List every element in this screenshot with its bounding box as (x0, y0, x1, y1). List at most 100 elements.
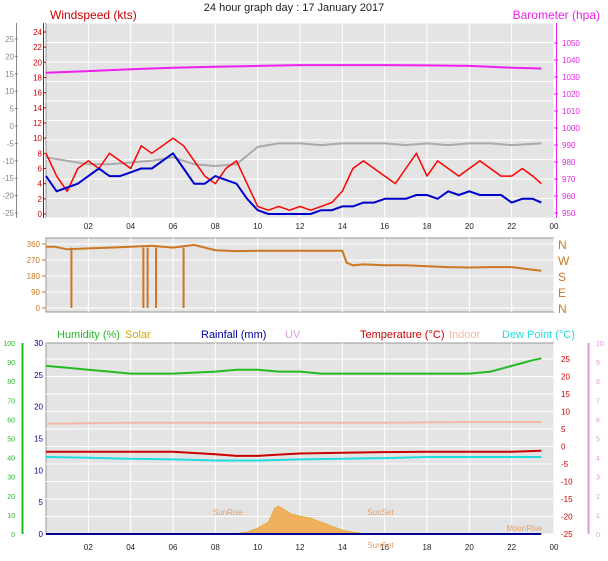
wind-x-tick-label: 12 (296, 222, 305, 231)
windchill-tick-label: -20 (2, 192, 14, 201)
compass-label: E (558, 286, 566, 300)
barometer-tick-label: 950 (562, 209, 576, 218)
uv-tick-label: 10 (596, 341, 604, 348)
rainfall-tick-label: 15 (34, 435, 43, 444)
windspeed-tick-label: 2 (38, 195, 43, 204)
legend-entry: Rainfall (mm) (201, 329, 266, 341)
barometer-tick-label: 1000 (562, 124, 580, 133)
humidity-tick-label: 90 (7, 360, 15, 367)
compass-label: N (558, 302, 567, 316)
wind-x-tick-label: 10 (253, 222, 262, 231)
compass-label: S (558, 270, 566, 284)
wind-x-tick-label: 18 (423, 222, 432, 231)
wind-direction-line (46, 243, 542, 272)
humidity-tick-label: 10 (7, 513, 15, 520)
humidity-tick-label: 0 (11, 532, 15, 539)
direction-series-line (46, 243, 542, 308)
legend-entry: Solar (125, 329, 151, 341)
thermo-x-axis: 02 04 06 08 10 12 14 16 18 20 22 00 (84, 543, 559, 552)
direction-tick-label: 360 (27, 240, 41, 249)
solar-area (232, 505, 368, 535)
windspeed-tick-label: 18 (33, 74, 42, 83)
temperature-tick-label: 25 (561, 355, 570, 364)
humidity-line (45, 357, 542, 375)
barometer-tick-label: 960 (562, 192, 576, 201)
annotation-label: SunSet (367, 508, 394, 517)
thermo-x-tick-label: 16 (380, 543, 389, 552)
windspeed-tick-label: 8 (38, 149, 43, 158)
temperature-tick-label: -15 (561, 495, 573, 504)
uv-tick-label: 4 (596, 456, 600, 463)
uv-tick-label: 2 (596, 494, 600, 501)
temperature-tick-label: 0 (561, 443, 566, 452)
windchill-tick-label: 10 (5, 87, 14, 96)
annotation-label: MoonRise (506, 524, 543, 533)
windchill-tick-label: -25 (2, 209, 14, 218)
barometer-tick-label: 1010 (562, 107, 580, 116)
windchill-tick-label: -10 (2, 157, 14, 166)
humidity-tick-label: 60 (7, 417, 15, 424)
annotation-label: SunRise (213, 508, 244, 517)
humidity-tick-label: 20 (7, 494, 15, 501)
sun-moon-annotations: SunRise SunSet MoonRise SunSet (213, 508, 543, 550)
temperature-tick-label: -10 (561, 478, 573, 487)
dew-point-line (45, 456, 542, 462)
thermo-x-tick-label: 14 (338, 543, 347, 552)
legend-entry: Humidity (%) (57, 329, 120, 341)
legend-entry: Indoor (449, 329, 481, 341)
windchill-tick-label: -5 (7, 139, 15, 148)
barometer-right-axis: 1050 1040 1030 1020 1010 1000 990 980 970 960 950 (554, 23, 580, 218)
direction-tick-label: 270 (27, 256, 41, 265)
thermo-x-tick-label: 08 (211, 543, 220, 552)
uv-tick-label: 1 (596, 513, 600, 520)
windchill-tick-label: 20 (5, 52, 14, 61)
indoor-temperature-line (45, 421, 542, 425)
wind-average-line (45, 152, 542, 215)
barometer-tick-label: 1030 (562, 73, 580, 82)
barometer-line (45, 64, 542, 74)
wind-left-axis-lower: 25 20 15 10 5 0 -5 -10 -15 -20 -25 (2, 23, 18, 218)
wind-x-tick-label: 22 (507, 222, 516, 231)
uv-tick-label: 7 (596, 398, 600, 405)
windspeed-tick-label: 14 (33, 104, 42, 113)
barometer-tick-label: 970 (562, 175, 576, 184)
direction-left-axis: 360 270 180 90 0 (27, 240, 46, 313)
thermo-x-tick-label: 02 (84, 543, 93, 552)
wind-gridlines (46, 22, 555, 219)
humidity-tick-label: 100 (3, 341, 15, 348)
legend-entry: UV (285, 329, 301, 341)
rainfall-tick-label: 5 (39, 498, 44, 507)
wind-x-tick-label: 08 (211, 222, 220, 231)
temperature-tick-label: -25 (561, 530, 573, 539)
rainfall-tick-label: 30 (34, 339, 43, 348)
rainfall-tick-label: 20 (34, 403, 43, 412)
windspeed-tick-label: 12 (33, 119, 42, 128)
humidity-tick-label: 40 (7, 456, 15, 463)
thermo-x-tick-label: 22 (507, 543, 516, 552)
wind-x-tick-label: 04 (126, 222, 135, 231)
legend-entry: Dew Point (°C) (502, 329, 575, 341)
wind-x-tick-label: 20 (465, 222, 474, 231)
wind-x-tick-label: 16 (380, 222, 389, 231)
wind-x-tick-label: 14 (338, 222, 347, 231)
windspeed-tick-label: 16 (33, 89, 42, 98)
barometer-tick-label: 1020 (562, 90, 580, 99)
thermo-axes: 1009080706050403020100302520151050252015… (3, 339, 604, 539)
direction-gridlines (46, 238, 555, 312)
wind-gust-line (45, 137, 542, 211)
uv-tick-label: 0 (596, 532, 600, 539)
wind-x-tick-label: 00 (550, 222, 559, 231)
graph-title: 24 hour graph day : 17 January 2017 (204, 2, 384, 14)
uv-tick-label: 9 (596, 360, 600, 367)
humidity-tick-label: 30 (7, 475, 15, 482)
uv-tick-label: 3 (596, 475, 600, 482)
windspeed-axis-label: Windspeed (kts) (50, 8, 137, 22)
direction-tick-label: 180 (27, 272, 41, 281)
temperature-tick-label: 5 (561, 425, 566, 434)
windspeed-tick-label: 6 (38, 165, 43, 174)
